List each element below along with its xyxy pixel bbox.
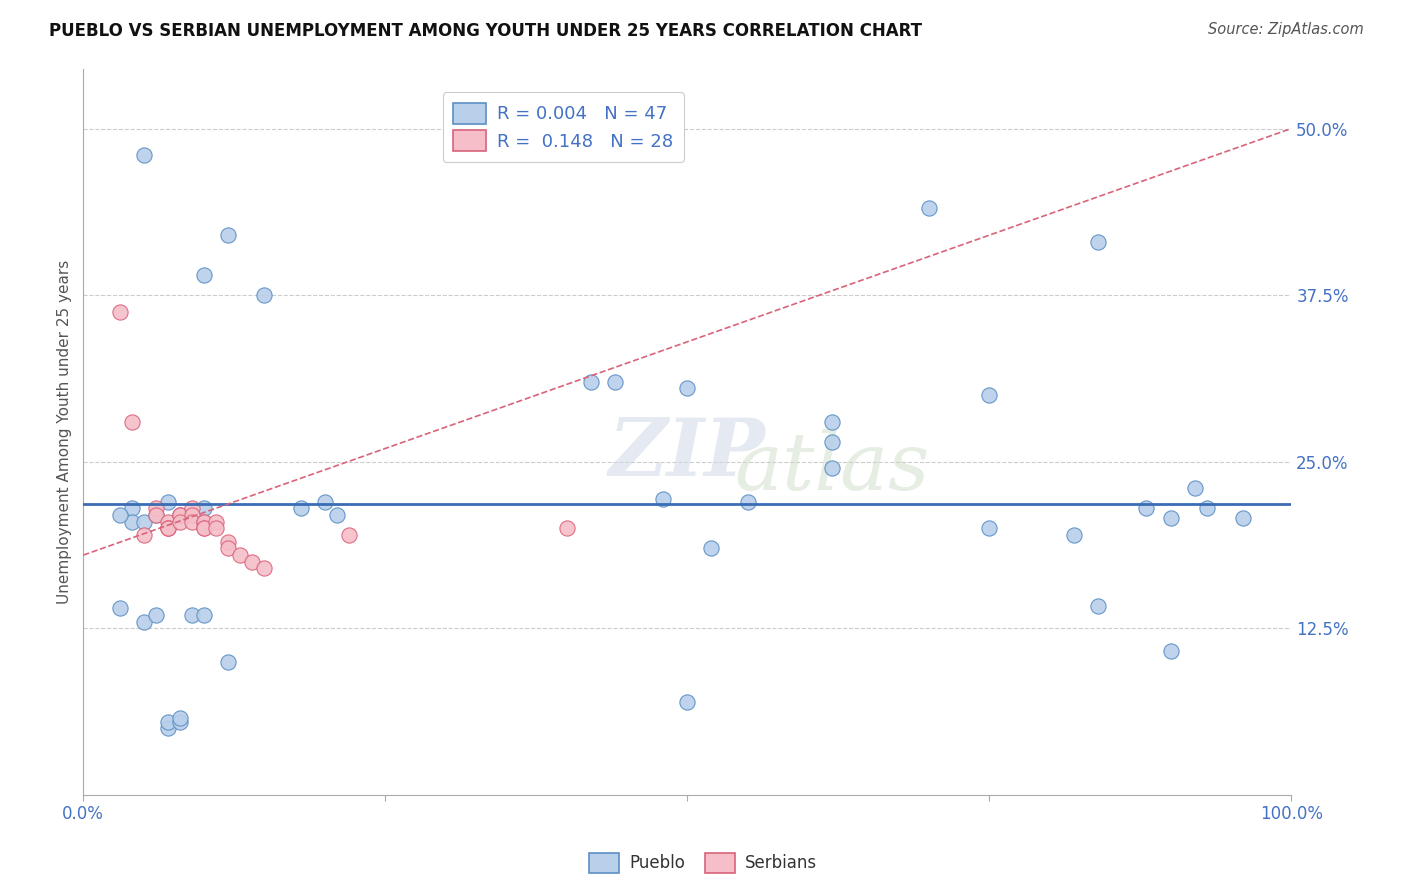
- Point: [169, 508, 191, 522]
- Point: [145, 508, 167, 522]
- Point: [156, 515, 179, 529]
- Point: [181, 501, 204, 516]
- Point: [700, 541, 723, 556]
- Point: [181, 515, 204, 529]
- Point: [193, 501, 215, 516]
- Point: [132, 528, 155, 542]
- Point: [132, 148, 155, 162]
- Point: [555, 521, 578, 535]
- Point: [821, 434, 844, 449]
- Point: [676, 695, 699, 709]
- Point: [156, 521, 179, 535]
- Point: [121, 415, 143, 429]
- Point: [1135, 501, 1157, 516]
- Point: [918, 202, 941, 216]
- Text: Source: ZipAtlas.com: Source: ZipAtlas.com: [1208, 22, 1364, 37]
- Point: [169, 515, 191, 529]
- Point: [156, 714, 179, 729]
- Point: [737, 495, 759, 509]
- Point: [108, 508, 131, 522]
- Point: [314, 495, 336, 509]
- Legend: Pueblo, Serbians: Pueblo, Serbians: [582, 847, 824, 880]
- Point: [979, 521, 1001, 535]
- Point: [108, 305, 131, 319]
- Text: atlas: atlas: [734, 429, 929, 507]
- Point: [145, 501, 167, 516]
- Point: [1160, 644, 1182, 658]
- Point: [579, 375, 602, 389]
- Point: [229, 548, 252, 562]
- Point: [205, 521, 228, 535]
- Point: [1195, 501, 1218, 516]
- Point: [1087, 599, 1109, 613]
- Point: [217, 228, 239, 243]
- Point: [1087, 235, 1109, 249]
- Point: [326, 508, 349, 522]
- Point: [253, 561, 276, 575]
- Text: ZIP: ZIP: [609, 415, 766, 492]
- Point: [169, 714, 191, 729]
- Point: [217, 655, 239, 669]
- Point: [181, 608, 204, 623]
- Point: [145, 608, 167, 623]
- Point: [242, 555, 264, 569]
- Text: PUEBLO VS SERBIAN UNEMPLOYMENT AMONG YOUTH UNDER 25 YEARS CORRELATION CHART: PUEBLO VS SERBIAN UNEMPLOYMENT AMONG YOU…: [49, 22, 922, 40]
- Point: [217, 541, 239, 556]
- Point: [821, 461, 844, 475]
- Point: [676, 381, 699, 395]
- Point: [290, 501, 312, 516]
- Point: [1160, 510, 1182, 524]
- Point: [145, 508, 167, 522]
- Point: [193, 521, 215, 535]
- Point: [156, 521, 179, 535]
- Point: [156, 722, 179, 736]
- Point: [169, 508, 191, 522]
- Y-axis label: Unemployment Among Youth under 25 years: Unemployment Among Youth under 25 years: [58, 260, 72, 604]
- Point: [121, 501, 143, 516]
- Point: [205, 515, 228, 529]
- Point: [1184, 482, 1206, 496]
- Point: [193, 515, 215, 529]
- Point: [652, 492, 675, 507]
- Point: [156, 521, 179, 535]
- Point: [193, 521, 215, 535]
- Point: [181, 508, 204, 522]
- Point: [253, 288, 276, 302]
- Point: [603, 375, 626, 389]
- Point: [169, 711, 191, 725]
- Point: [169, 508, 191, 522]
- Point: [156, 495, 179, 509]
- Point: [108, 601, 131, 615]
- Point: [1063, 528, 1085, 542]
- Legend: R = 0.004   N = 47, R =  0.148   N = 28: R = 0.004 N = 47, R = 0.148 N = 28: [443, 92, 683, 161]
- Point: [337, 528, 360, 542]
- Point: [217, 534, 239, 549]
- Point: [1232, 510, 1254, 524]
- Point: [132, 515, 155, 529]
- Point: [193, 515, 215, 529]
- Point: [121, 515, 143, 529]
- Point: [193, 608, 215, 623]
- Point: [821, 415, 844, 429]
- Point: [193, 268, 215, 282]
- Point: [132, 615, 155, 629]
- Point: [979, 388, 1001, 402]
